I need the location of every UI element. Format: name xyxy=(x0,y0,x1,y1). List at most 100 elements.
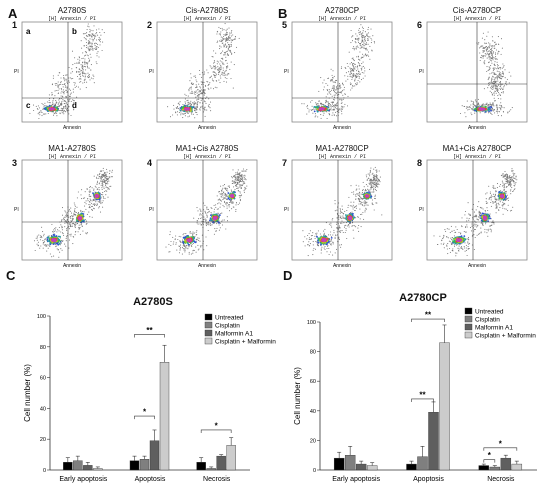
legend-swatch xyxy=(204,321,213,329)
legend-label: Cisplatin xyxy=(215,323,240,330)
dot-plot xyxy=(21,159,123,261)
plot-frame xyxy=(156,21,258,123)
legend-label: Malformin A1 xyxy=(215,331,253,338)
plot-title: Cis-A2780S xyxy=(185,6,229,15)
event-dots xyxy=(167,23,240,119)
y-tick-label: 60 xyxy=(40,376,46,382)
significance-bracket xyxy=(411,318,445,323)
legend-label: Untreated xyxy=(215,315,244,322)
significance-marker: * xyxy=(215,421,219,430)
y-axis-label: Cell number (%) xyxy=(23,364,32,422)
plot-xlabel: Annexin xyxy=(332,263,352,269)
plot-ylabel: PI xyxy=(14,207,19,213)
plot-xlabel: Annexin xyxy=(62,263,82,269)
significance-bracket xyxy=(134,334,165,338)
category-label: Early apoptosis xyxy=(332,476,380,483)
bar xyxy=(344,454,356,471)
panel-label-b: B xyxy=(278,6,288,21)
plot-title: A2780S xyxy=(57,6,87,15)
bar xyxy=(226,445,236,471)
significance-bracket xyxy=(134,415,155,420)
y-tick-label: 100 xyxy=(37,314,46,320)
significance-bracket xyxy=(200,429,232,433)
plot-ylabel: PI xyxy=(419,207,424,213)
bar xyxy=(73,460,83,471)
bar xyxy=(83,465,93,471)
legend-label: Cisplatin + Malformin xyxy=(475,333,536,340)
dot-plot xyxy=(426,21,528,123)
plot-number: 4 xyxy=(147,158,153,168)
plot-ylabel: PI xyxy=(14,69,19,75)
significance-marker: * xyxy=(143,408,147,417)
legend-label: Cisplatin xyxy=(475,317,500,324)
y-tick-label: 20 xyxy=(40,437,46,443)
dot-plot xyxy=(291,21,393,123)
significance-marker: * xyxy=(499,439,503,448)
plot-title: MA1-A2780S xyxy=(48,144,96,153)
bar xyxy=(366,465,378,471)
legend-swatch xyxy=(464,331,473,339)
significance-marker: ** xyxy=(425,311,432,320)
bar xyxy=(417,456,428,471)
plot-number: 6 xyxy=(417,20,423,30)
plot-frame xyxy=(291,21,393,123)
quadrant-label: d xyxy=(72,101,77,110)
legend-swatch xyxy=(204,337,213,345)
significance-bracket xyxy=(483,447,518,451)
event-dots xyxy=(433,168,518,257)
plot-title: A2780CP xyxy=(324,6,360,15)
plot-xlabel: Annexin xyxy=(467,263,487,269)
plot-frame xyxy=(426,159,528,261)
y-tick-label: 80 xyxy=(310,350,316,356)
chart-c-title: A2780S xyxy=(133,296,173,308)
quadrant-label: b xyxy=(72,27,77,36)
plot-xlabel: Annexin xyxy=(332,125,352,131)
significance-marker: ** xyxy=(146,326,153,335)
plot-subtitle: [H] Annexin / PI xyxy=(452,154,501,160)
significance-bracket xyxy=(411,398,434,402)
bar xyxy=(216,455,226,471)
plot-subtitle: [H] Annexin / PI xyxy=(317,16,366,22)
event-dots xyxy=(302,166,383,257)
dot-plot xyxy=(426,159,528,261)
y-tick-label: 40 xyxy=(310,409,316,415)
plot-number: 1 xyxy=(12,20,18,30)
bar xyxy=(93,468,103,471)
bar xyxy=(206,468,216,471)
legend-swatch xyxy=(204,329,213,337)
panel-label-c: C xyxy=(6,268,16,283)
bar xyxy=(511,463,523,471)
plot-title: MA1-A2780CP xyxy=(315,144,369,153)
plot-ylabel: PI xyxy=(149,207,154,213)
legend-swatch xyxy=(464,315,473,323)
chart-d-title: A2780CP xyxy=(399,292,447,304)
panel-label-a: A xyxy=(8,6,18,21)
legend-label: Malformin A1 xyxy=(475,325,513,332)
dot-plot xyxy=(156,21,258,123)
event-dots xyxy=(459,31,513,118)
bar xyxy=(489,466,501,471)
quadrant-label: c xyxy=(26,101,31,110)
chart-c-apoptosis-a2780s: 0 20 40 60 80 100 Cell number (%) Early apoptos… xyxy=(23,313,276,483)
plot-subtitle: [H] Annexin / PI xyxy=(452,16,501,22)
bar xyxy=(406,463,417,471)
plot-xlabel: Annexin xyxy=(197,263,217,269)
y-tick-label: 60 xyxy=(310,379,316,385)
y-tick-label: 100 xyxy=(307,320,316,326)
flow-cytometry-grid: 1 A2780S [H] Annexin / PI PI Annexin a b c d 2 Cis… xyxy=(12,6,528,269)
bar xyxy=(63,462,73,471)
plot-number: 2 xyxy=(147,20,153,30)
bar xyxy=(439,342,450,471)
y-tick-label: 0 xyxy=(43,468,46,474)
bar xyxy=(428,412,439,471)
significance-bracket xyxy=(483,459,496,463)
plot-title: Cis-A2780CP xyxy=(452,6,502,15)
bar xyxy=(149,440,160,471)
plot-ylabel: PI xyxy=(149,69,154,75)
plot-xlabel: Annexin xyxy=(467,125,487,131)
plot-subtitle: [H] Annexin / PI xyxy=(317,154,366,160)
plot-number: 5 xyxy=(282,20,288,30)
category-label: Apoptosis xyxy=(135,476,166,483)
event-dots xyxy=(301,24,376,120)
plot-subtitle: [H] Annexin / PI xyxy=(182,16,231,22)
